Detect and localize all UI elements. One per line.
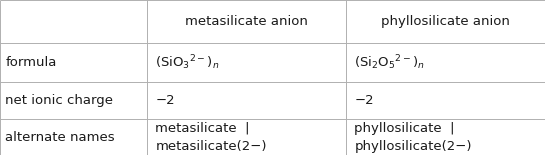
Text: metasilicate anion: metasilicate anion — [185, 15, 308, 28]
Text: metasilicate  |
metasilicate(2−): metasilicate | metasilicate(2−) — [155, 122, 267, 153]
Text: −2: −2 — [354, 94, 374, 107]
Text: formula: formula — [5, 56, 57, 69]
Text: (SiO$_3$$^{2-}$)$_n$: (SiO$_3$$^{2-}$)$_n$ — [155, 53, 220, 72]
Text: phyllosilicate anion: phyllosilicate anion — [381, 15, 510, 28]
Text: phyllosilicate  |
phyllosilicate(2−): phyllosilicate | phyllosilicate(2−) — [354, 122, 472, 153]
Text: alternate names: alternate names — [5, 131, 115, 144]
Text: net ionic charge: net ionic charge — [5, 94, 113, 107]
Text: (Si$_2$O$_5$$^{2-}$)$_n$: (Si$_2$O$_5$$^{2-}$)$_n$ — [354, 53, 425, 72]
Text: −2: −2 — [155, 94, 175, 107]
